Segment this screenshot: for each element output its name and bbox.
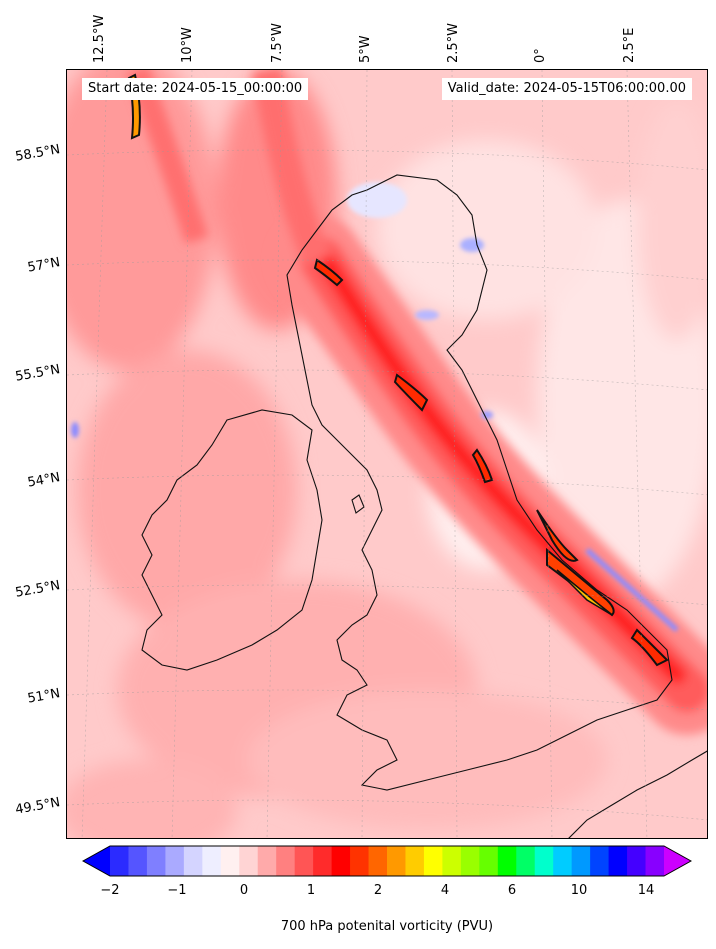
- colorbar-extend-max: [664, 846, 691, 876]
- colorbar-cell: [479, 846, 499, 876]
- lat-label-57n: 57°N: [26, 255, 62, 276]
- colorbar: [82, 845, 692, 877]
- coast-great-britain: [286, 174, 673, 791]
- pv-field-blue: [71, 182, 679, 632]
- colorbar-cell: [423, 846, 443, 876]
- colorbar-cell: [294, 846, 314, 876]
- lon-label-5w: 5°W: [358, 35, 373, 63]
- lat-label-54n: 54°N: [26, 470, 62, 491]
- lon-label-10w: 10°W: [180, 27, 195, 63]
- lon-label-0: 0°: [533, 48, 548, 63]
- colorbar-tick: −1: [167, 883, 187, 898]
- colorbar-cell: [590, 846, 610, 876]
- map-panel: [66, 69, 708, 839]
- colorbar-cell: [387, 846, 406, 876]
- colorbar-cells: [83, 846, 691, 876]
- colorbar-cell: [146, 846, 166, 876]
- colorbar-cell: [350, 846, 370, 876]
- colorbar-tick: 4: [440, 883, 450, 898]
- valid-date-label: Valid_date: 2024-05-15T06:00:00.00: [441, 78, 692, 100]
- coast-france: [568, 750, 707, 838]
- colorbar-extend-min: [83, 846, 110, 876]
- colorbar-cell: [645, 846, 665, 876]
- colorbar-cell: [202, 846, 222, 876]
- colorbar-tick: 14: [637, 883, 655, 898]
- colorbar-cell: [276, 846, 296, 876]
- coast-isle-of-man: [351, 494, 365, 514]
- colorbar-cell: [516, 846, 536, 876]
- colorbar-tick: 10: [570, 883, 588, 898]
- potential-vorticity-map: [67, 70, 707, 838]
- lon-label-2-5e: 2.5°E: [622, 27, 637, 63]
- lat-label-49-5n: 49.5°N: [14, 795, 62, 818]
- colorbar-cell: [534, 846, 554, 876]
- colorbar-cell: [183, 846, 203, 876]
- colorbar-outline: [82, 845, 692, 877]
- colorbar-cell: [239, 846, 259, 876]
- colorbar-cell: [368, 846, 388, 876]
- colorbar-label: 700 hPa potenital vorticity (PVU): [280, 919, 494, 934]
- lat-label-55-5n: 55.5°N: [14, 362, 62, 385]
- lon-label-7-5w: 7.5°W: [270, 22, 285, 63]
- colorbar-tick: 0: [239, 883, 249, 898]
- colorbar-cell: [165, 846, 185, 876]
- colorbar-cell: [331, 846, 351, 876]
- lat-label-51n: 51°N: [26, 686, 62, 707]
- lon-label-2-5w: 2.5°W: [446, 22, 461, 63]
- lon-label-12-5w: 12.5°W: [92, 14, 107, 63]
- colorbar-cell: [128, 846, 148, 876]
- colorbar-tick: 1: [306, 883, 316, 898]
- colorbar-tick: −2: [100, 883, 120, 898]
- colorbar-cell: [110, 846, 129, 876]
- colorbar-cell: [220, 846, 240, 876]
- colorbar-cell: [497, 846, 517, 876]
- lat-label-52-5n: 52.5°N: [14, 578, 62, 601]
- colorbar-tick: 2: [373, 883, 383, 898]
- lat-label-58-5n: 58.5°N: [14, 142, 62, 165]
- colorbar-cell: [627, 846, 647, 876]
- colorbar-cell: [405, 846, 425, 876]
- colorbar-cell: [313, 846, 333, 876]
- colorbar-tick: 6: [507, 883, 517, 898]
- colorbar-cell: [442, 846, 462, 876]
- graticule: [67, 70, 707, 838]
- start-date-label: Start date: 2024-05-15_00:00:00: [82, 78, 309, 100]
- colorbar-cell: [460, 846, 480, 876]
- colorbar-cell: [257, 846, 277, 876]
- colorbar-cell: [553, 846, 573, 876]
- pv-field-broad: [67, 70, 707, 838]
- colorbar-cell: [571, 846, 591, 876]
- colorbar-cell: [608, 846, 628, 876]
